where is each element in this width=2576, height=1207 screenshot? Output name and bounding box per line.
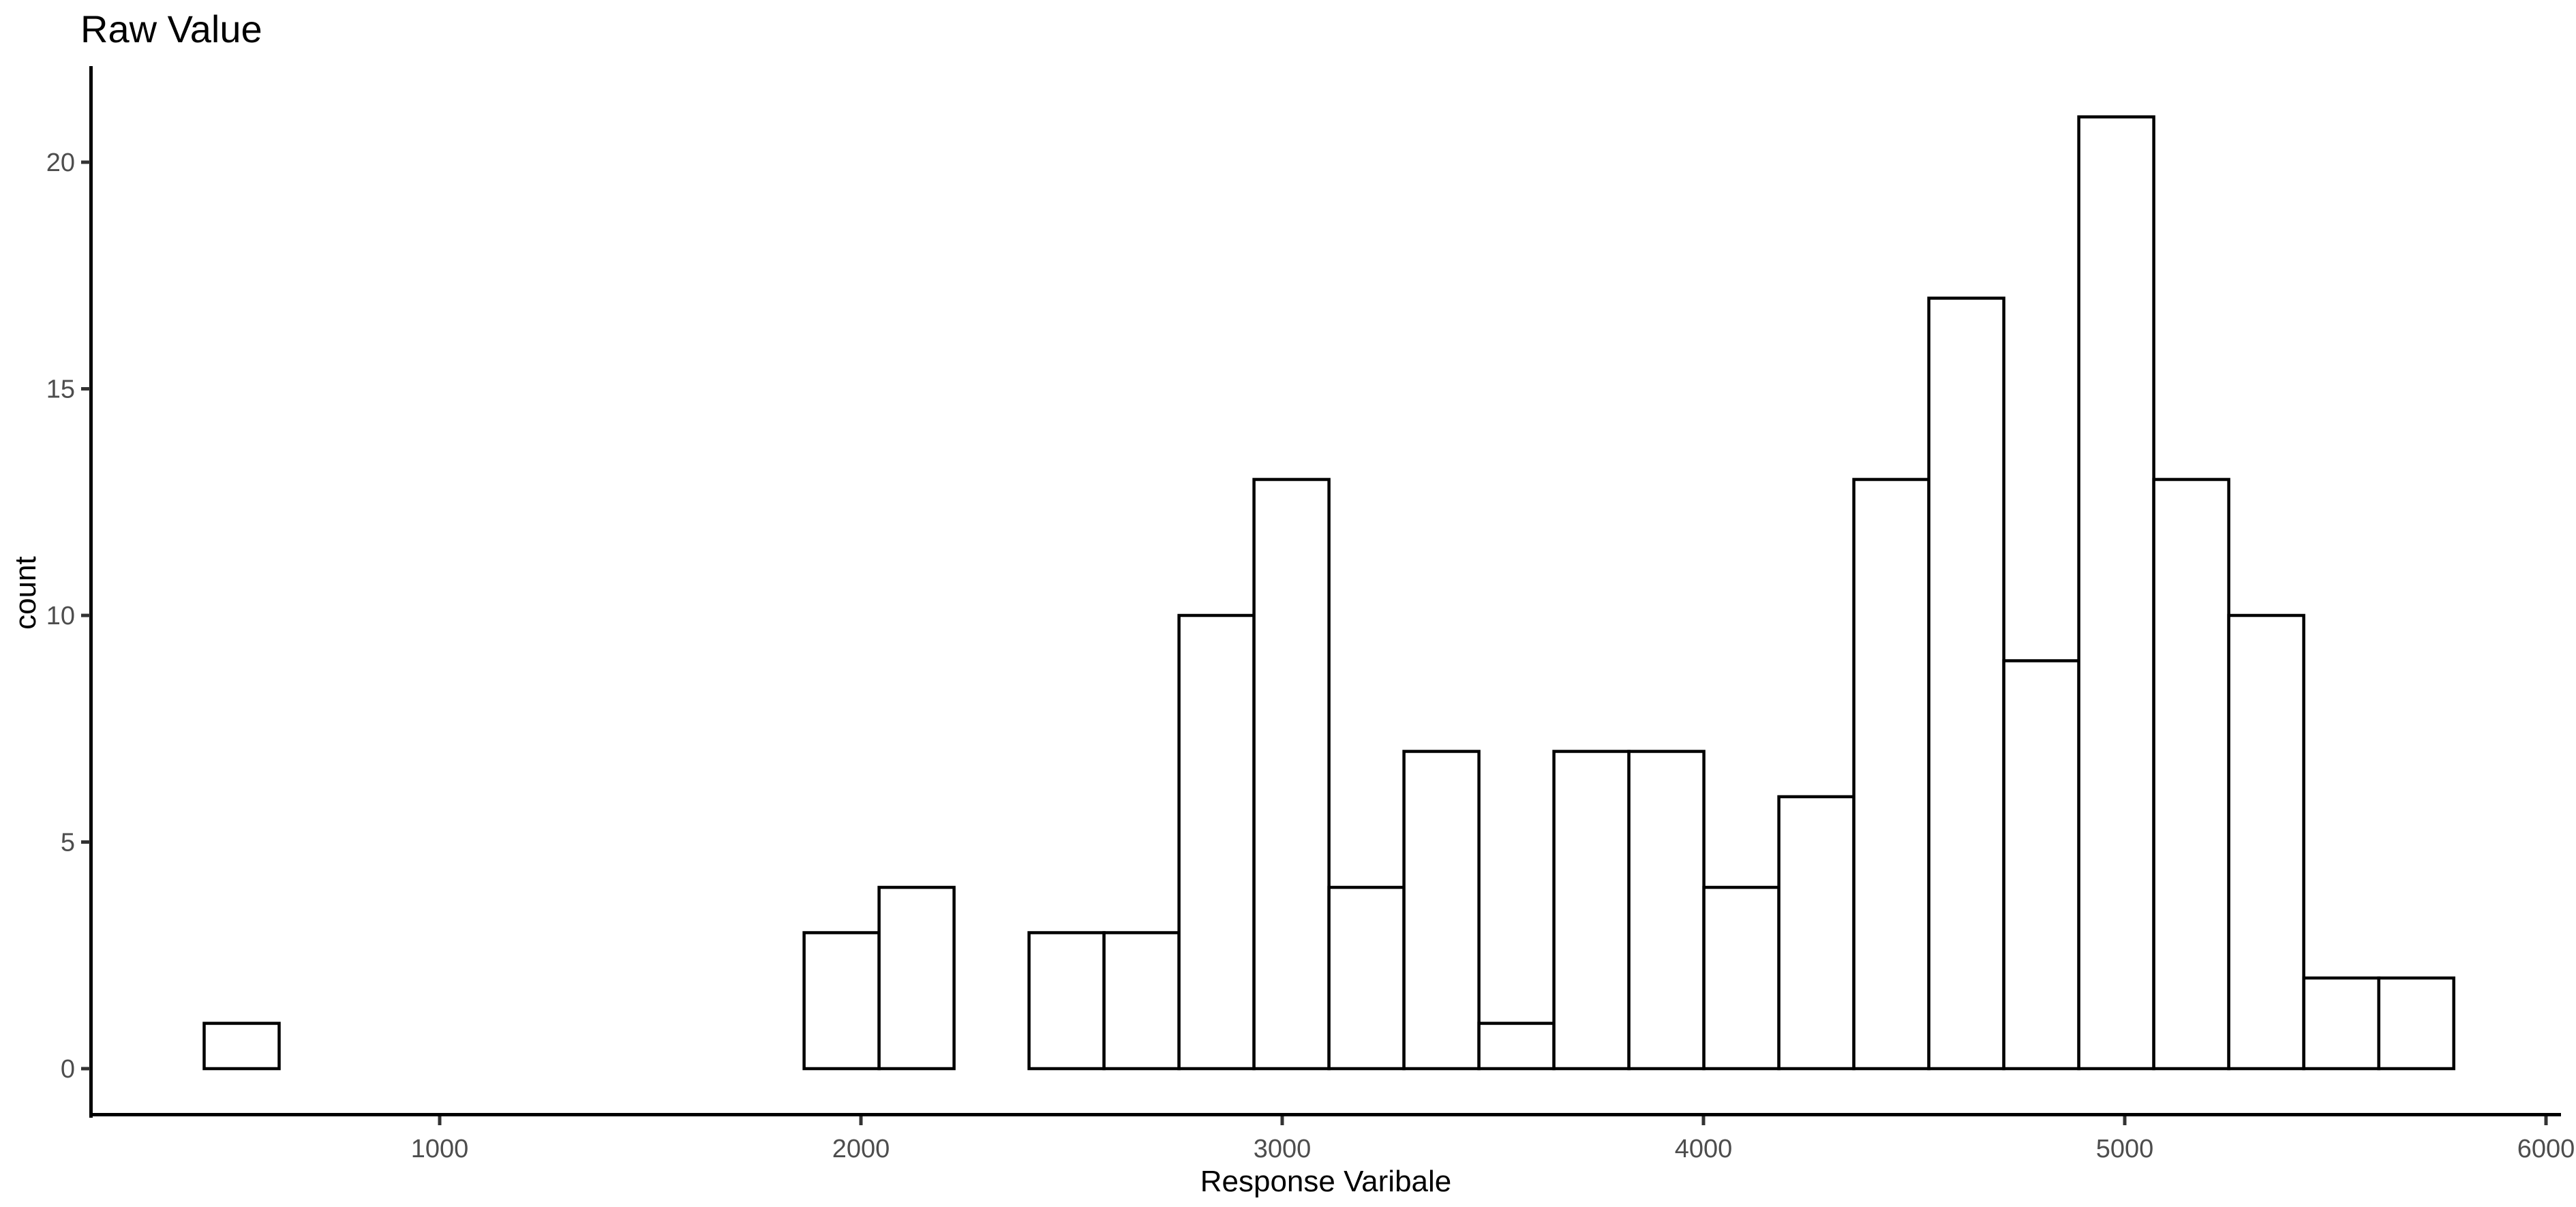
histogram-bar [1477,1022,1556,1071]
y-tick-mark [81,840,90,844]
y-tick-label: 5 [61,829,75,857]
y-tick-mark [81,613,90,617]
histogram-bar [877,885,956,1071]
histogram-bar [1102,931,1181,1071]
x-tick-mark [2123,1116,2127,1125]
x-axis: 1000 2000 3000 4000 5000 6000 [411,1116,2575,1163]
x-tick-mark [1701,1116,1706,1125]
x-tick-label: 1000 [411,1135,469,1163]
y-tick-mark [81,160,90,164]
x-tick-mark [438,1116,442,1125]
y-axis-title: count [9,556,42,630]
histogram-bar [202,1022,281,1071]
histogram-bar [1927,296,2005,1071]
y-tick-mark [81,387,90,391]
histogram-bar [2077,115,2155,1071]
x-tick-label: 3000 [1254,1135,1312,1163]
x-tick-label: 2000 [832,1135,890,1163]
histogram-bar [1177,613,1256,1071]
x-tick-label: 5000 [2096,1135,2154,1163]
plot-title: Raw Value [80,7,262,50]
x-axis-title: Response Varibale [1200,1165,1452,1198]
x-tick-label: 4000 [1675,1135,1733,1163]
histogram-bar [802,931,881,1071]
x-axis-line [89,1113,2561,1116]
histogram-bar [2302,976,2380,1071]
histogram-bar [2002,659,2080,1071]
y-tick-label: 20 [46,149,75,177]
histogram-bar [1252,478,1331,1071]
x-tick-label: 6000 [2517,1135,2575,1163]
histogram-bar [1327,885,1406,1071]
histogram-bar [1627,750,1706,1071]
x-tick-mark [1280,1116,1284,1125]
y-tick-mark [81,1067,90,1071]
x-tick-mark [859,1116,863,1125]
plot-area [202,115,2455,1071]
histogram-bar [1702,885,1781,1071]
histogram-bar [2377,976,2455,1071]
histogram-bar [1852,478,1930,1071]
histogram-bar [1777,795,1855,1071]
y-tick-label: 15 [46,376,75,404]
histogram-bar [1402,750,1481,1071]
histogram-bar [1027,931,1106,1071]
y-tick-label: 0 [61,1055,75,1084]
y-axis-line [89,66,93,1118]
histogram-bar [1552,750,1631,1071]
x-tick-mark [2544,1116,2548,1125]
histogram-bar [2227,613,2305,1071]
histogram-bar [2152,478,2230,1071]
y-tick-label: 10 [46,602,75,630]
y-axis: 0 5 10 15 20 [46,149,90,1084]
